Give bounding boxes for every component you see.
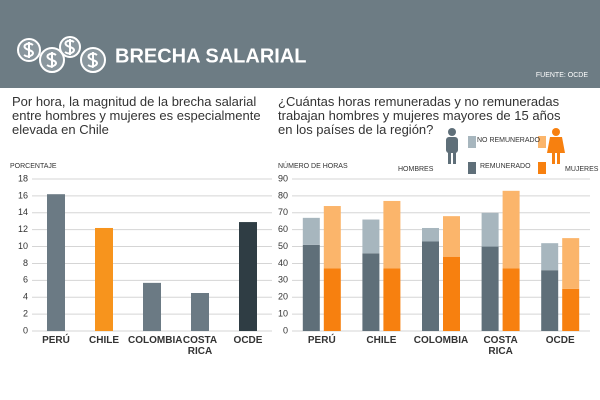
y-tick-label: 80 — [278, 190, 288, 200]
bar-segment — [302, 244, 320, 331]
legend-swatch — [538, 162, 546, 174]
bar-segment — [541, 270, 559, 331]
legend-label: REMUNERADO — [480, 163, 531, 170]
y-tick-label: 4 — [23, 292, 28, 302]
y-tick-label: 14 — [18, 207, 28, 217]
y-tick-label: 10 — [18, 241, 28, 251]
y-tick-label: 0 — [283, 325, 288, 335]
bar-segment — [302, 217, 320, 245]
bar — [239, 222, 257, 331]
y-tick-label: 90 — [278, 173, 288, 183]
x-tick-label: PERÚ — [307, 335, 336, 346]
y-axis-title: PORCENTAJE — [10, 163, 57, 170]
header-title: BRECHA SALARIAL — [115, 45, 306, 67]
chart-title: Por hora, la magnitud de la brecha salar… — [12, 94, 261, 137]
bar-segment — [422, 241, 439, 331]
legend-swatch — [538, 136, 546, 148]
bar-segment — [362, 219, 380, 254]
x-tick-label: CHILE — [89, 335, 119, 346]
x-tick-label: COLOMBIA — [413, 335, 469, 346]
x-tick-label: COLOMBIA — [128, 335, 183, 346]
x-tick-label: COSTA RICA — [483, 335, 518, 357]
bar-segment — [323, 206, 341, 269]
bar-segment — [383, 268, 401, 331]
legend-swatch — [468, 136, 476, 148]
y-tick-label: 60 — [278, 224, 288, 234]
bar-segment — [562, 288, 580, 331]
x-tick-label: CHILE — [366, 335, 397, 346]
coins-icon — [17, 36, 106, 73]
bar-segment — [541, 243, 559, 271]
legend-label: MUJERES — [565, 166, 599, 173]
y-tick-label: 18 — [18, 173, 28, 183]
legend-label: NO REMUNERADO — [477, 137, 541, 144]
y-tick-label: 12 — [18, 224, 28, 234]
chart-title: ¿Cuántas horas remuneradas y no remunera… — [278, 94, 561, 137]
bar-segment — [443, 216, 460, 257]
y-tick-label: 40 — [278, 258, 288, 268]
bar — [95, 227, 113, 331]
bar-segment — [422, 227, 439, 242]
legend-swatch — [468, 162, 476, 174]
y-tick-label: 2 — [23, 308, 28, 318]
bar-segment — [562, 238, 580, 289]
x-tick-label: PERÚ — [42, 335, 70, 346]
bar-segment — [481, 212, 499, 247]
bar — [47, 194, 65, 331]
y-tick-label: 6 — [23, 275, 28, 285]
x-tick-label: OCDE — [545, 335, 575, 346]
bar-segment — [502, 190, 520, 269]
x-tick-label: OCDE — [233, 335, 263, 346]
y-tick-label: 16 — [18, 190, 28, 200]
bar-segment — [443, 256, 460, 331]
hombres-icon — [446, 128, 458, 164]
bar — [191, 293, 209, 331]
bar-segment — [362, 253, 380, 331]
header-band — [0, 0, 600, 88]
source: FUENTE: OCDE — [536, 72, 588, 79]
y-tick-label: 50 — [278, 241, 288, 251]
bar-segment — [502, 268, 520, 331]
bar-segment — [323, 268, 341, 331]
y-tick-label: 20 — [278, 292, 288, 302]
y-tick-label: 10 — [278, 308, 288, 318]
bar-segment — [481, 246, 499, 331]
y-tick-label: 30 — [278, 275, 288, 285]
bar — [143, 282, 161, 331]
legend-label: HOMBRES — [398, 166, 434, 173]
y-tick-label: 70 — [278, 207, 288, 217]
y-tick-label: 8 — [23, 258, 28, 268]
x-tick-label: COSTA RICA — [182, 335, 218, 357]
y-axis-title: NÚMERO DE HORAS — [278, 163, 348, 170]
mujeres-icon — [547, 128, 565, 164]
bar-segment — [383, 200, 401, 269]
y-tick-label: 0 — [23, 325, 28, 335]
